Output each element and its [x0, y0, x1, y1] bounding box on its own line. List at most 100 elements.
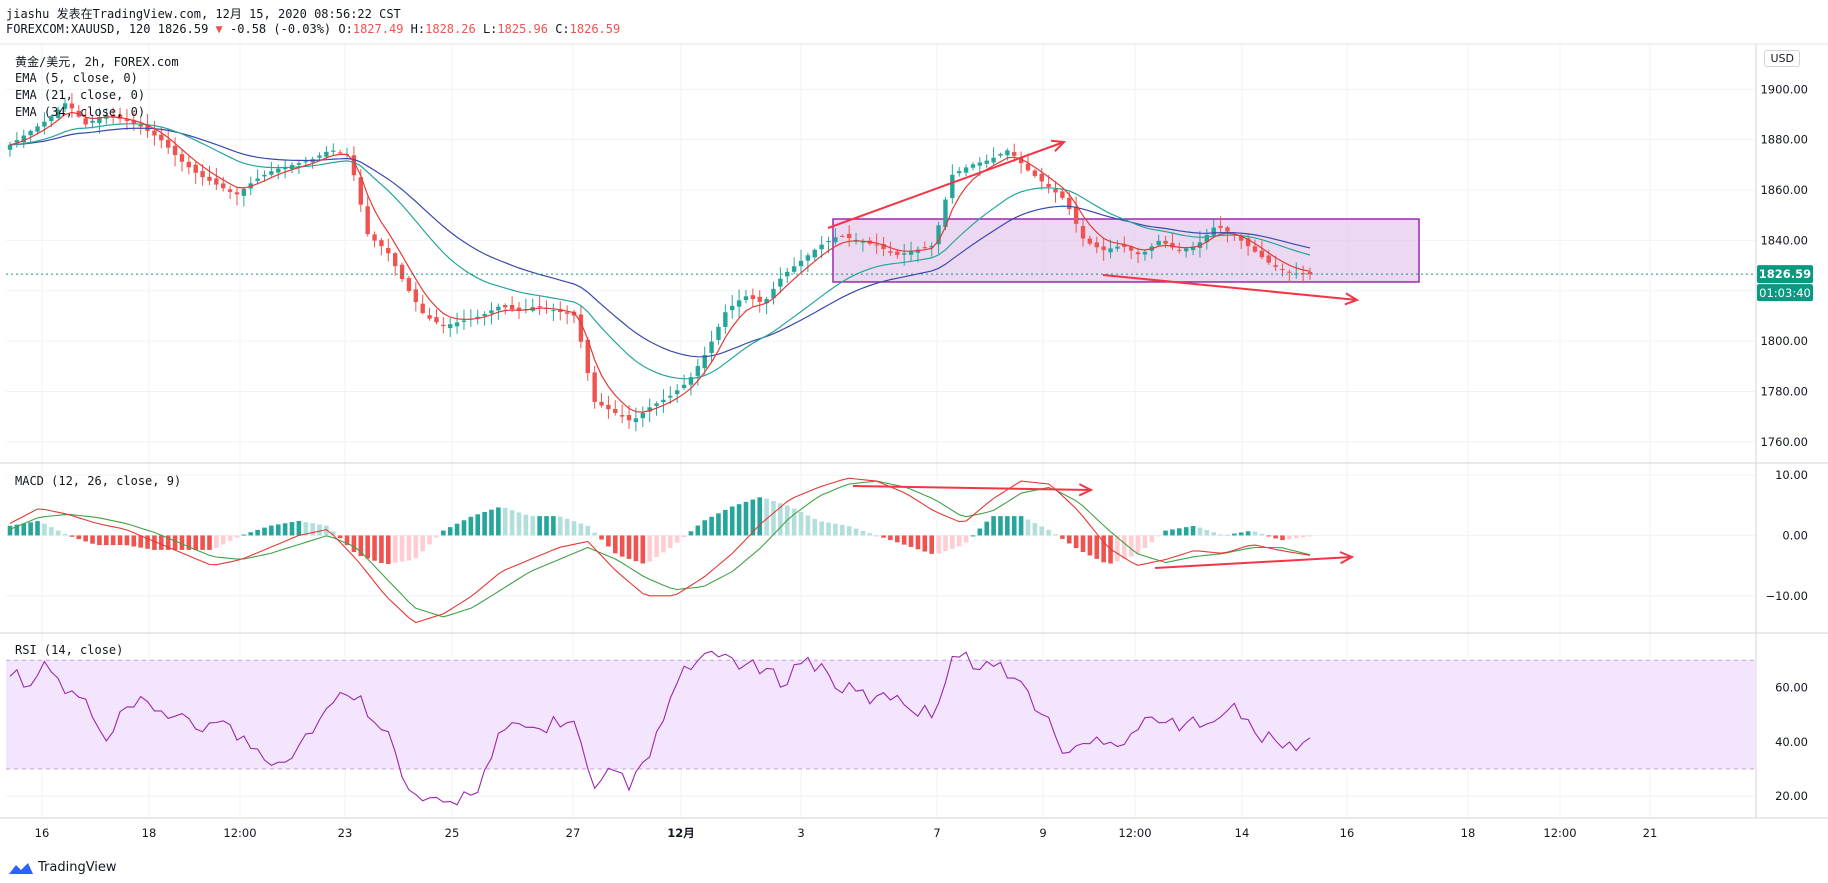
- macd-arrow-bottom: [1154, 551, 1355, 569]
- candle-body: [496, 306, 501, 311]
- macd-histogram-bar: [688, 531, 694, 536]
- time-tick-label: 3: [797, 826, 804, 840]
- macd-histogram-bar: [695, 525, 701, 536]
- macd-histogram-bar: [764, 498, 769, 536]
- candle-body: [757, 296, 762, 302]
- macd-histogram-bar: [1293, 535, 1299, 539]
- macd-histogram-bar: [798, 511, 804, 536]
- candle-body: [551, 310, 556, 312]
- candle-body: [503, 305, 508, 308]
- macd-histogram-bar: [303, 522, 309, 536]
- candle-body: [963, 167, 969, 173]
- macd-histogram-bar: [654, 535, 659, 558]
- macd-histogram-bar: [681, 535, 687, 538]
- macd-histogram-bar: [1307, 535, 1313, 537]
- candle-body: [331, 150, 336, 152]
- candle-body: [166, 139, 171, 148]
- macd-histogram-bar: [578, 523, 584, 536]
- candle-body: [159, 134, 164, 141]
- macd-histogram-bar: [668, 535, 673, 548]
- macd-histogram-bar: [1259, 533, 1265, 536]
- macd-histogram-bar: [874, 535, 879, 537]
- macd-histogram-bar: [571, 521, 577, 536]
- price-tick-label: 1780.00: [1760, 384, 1808, 398]
- macd-histogram-bar: [289, 522, 295, 536]
- macd-histogram-bar: [103, 535, 109, 546]
- macd-histogram-bar: [186, 535, 192, 550]
- candle-body: [262, 174, 267, 177]
- candle-body: [516, 307, 522, 311]
- macd-histogram-bar: [358, 535, 364, 557]
- candle-body: [83, 118, 88, 125]
- candle-body: [826, 240, 831, 243]
- signal-line: [9, 480, 1311, 618]
- publisher-line: jiashu 发表在TradingView.com, 12月 15, 2020 …: [6, 7, 401, 21]
- macd-tick-label: 10.00: [1775, 468, 1808, 482]
- macd-histogram-bar: [846, 526, 852, 536]
- macd-histogram-bar: [833, 523, 838, 536]
- tradingview-logo-icon: [9, 862, 33, 874]
- ema34-legend: EMA (34, close, 0): [15, 105, 146, 119]
- candle-body: [269, 171, 274, 175]
- macd-histogram-bar: [69, 535, 75, 537]
- candle-body: [358, 177, 363, 205]
- macd-histogram-bar: [1005, 516, 1010, 536]
- macd-histogram-bar: [496, 507, 501, 536]
- tradingview-branding[interactable]: TradingView: [8, 860, 117, 875]
- candle-body: [1225, 227, 1230, 232]
- macd-histogram-bar: [310, 523, 315, 536]
- candle-body: [1266, 255, 1271, 263]
- macd-histogram-bar: [124, 535, 130, 546]
- candle-body: [647, 407, 652, 412]
- macd-histogram-bar: [7, 525, 13, 536]
- macd-tick-label: −10.00: [1765, 589, 1808, 603]
- ema34-line: [9, 127, 1311, 358]
- time-tick-label: 14: [1235, 826, 1250, 840]
- macd-histogram-bar: [275, 524, 281, 536]
- candle-body: [1025, 163, 1031, 171]
- candle-body: [819, 244, 824, 250]
- candle-body: [337, 152, 343, 154]
- currency-button[interactable]: USD: [1764, 50, 1800, 67]
- price-tick-label: 1880.00: [1760, 133, 1808, 147]
- candle-body: [730, 305, 735, 311]
- macd-histogram-bar: [351, 535, 357, 552]
- main-arrow-down-shaft: [1102, 274, 1358, 301]
- macd-histogram-bar: [475, 514, 481, 536]
- macd-histogram-bar: [207, 535, 212, 550]
- macd-histogram-bar: [943, 535, 948, 552]
- macd-histogram-bar: [771, 500, 776, 536]
- candle-body: [234, 192, 240, 195]
- candle-body: [860, 241, 866, 243]
- time-tick-label: 12:00: [1543, 826, 1576, 840]
- ema5-line: [9, 111, 1311, 413]
- macd-histogram-bar: [647, 535, 652, 562]
- macd-histogram-bar: [530, 516, 536, 536]
- candle-body: [97, 117, 102, 124]
- change-text: -0.58 (-0.03%): [230, 22, 332, 36]
- macd-histogram-bar: [42, 523, 47, 536]
- candle-body: [1135, 252, 1141, 255]
- candle-body: [743, 296, 749, 300]
- candle-body: [592, 372, 597, 402]
- macd-histogram-bar: [674, 535, 680, 543]
- candle-body: [668, 395, 673, 398]
- candle-body: [1122, 244, 1127, 247]
- time-tick-label: 7: [933, 826, 940, 840]
- candle-body: [1300, 273, 1306, 275]
- macd-histogram-bar: [97, 535, 102, 546]
- macd-histogram-bar: [716, 513, 721, 536]
- candle-body: [791, 266, 797, 272]
- candle-body: [709, 341, 714, 353]
- candle-body: [62, 103, 68, 109]
- time-tick-label: 12:00: [223, 826, 256, 840]
- candle-body: [716, 326, 721, 340]
- candle-body: [1053, 189, 1058, 193]
- macd-histogram-bar: [599, 535, 604, 540]
- macd-histogram-bar: [28, 522, 33, 536]
- main-arrow-up: [827, 139, 1067, 229]
- rsi-tick-label: 20.00: [1775, 789, 1808, 803]
- macd-histogram-bar: [743, 501, 749, 536]
- candle-body: [833, 237, 838, 243]
